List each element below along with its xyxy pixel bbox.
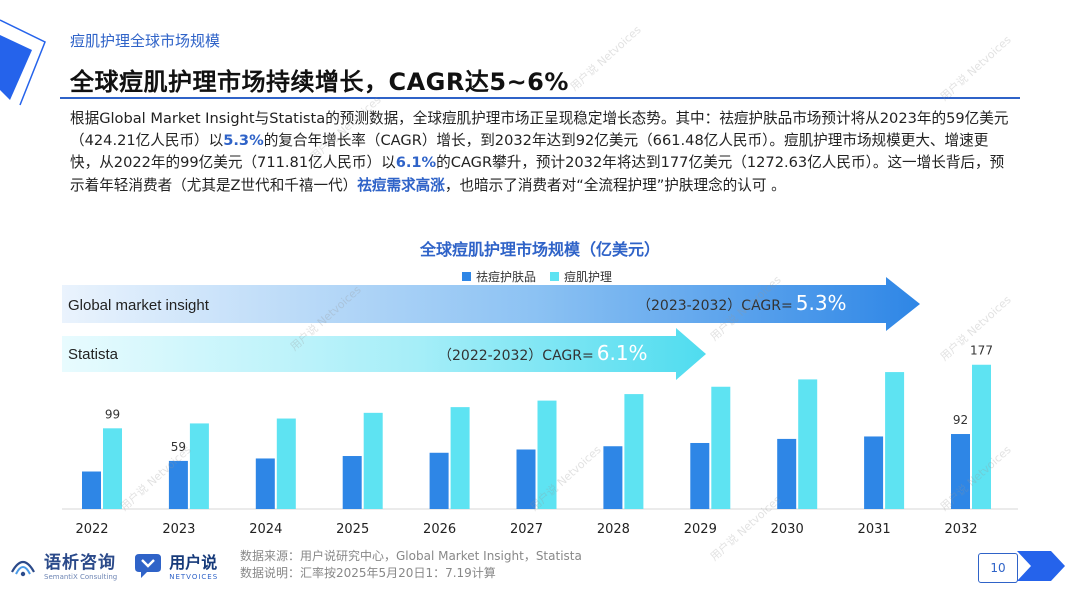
legend-swatch-b: [550, 272, 560, 281]
bar-acne-skincare-2026: [429, 452, 449, 509]
legend-item-b: 痘肌护理: [550, 268, 612, 285]
intro-text-4: ，也暗示了消费者对“全流程护理”护肤理念的认可 。: [444, 176, 786, 194]
gmi-arrow: [62, 277, 920, 331]
bar-acne-care-2023: [189, 423, 209, 509]
bar-acne-care-2024: [276, 418, 296, 509]
bar-acne-care-2026: [450, 407, 470, 509]
statista-cagr-prefix: （2022-2032）CAGR=: [438, 348, 594, 364]
source-line-2: 数据说明：汇率按2025年5月20日1：7.19计算: [240, 566, 496, 580]
netvoices-logo-name: 用户说: [169, 552, 218, 572]
footer-logos: 语析咨询 SemantiX Consulting 用户说 NETVOICES: [8, 548, 218, 581]
bar-acne-care-2030: [798, 379, 818, 509]
page-number: 10: [978, 553, 1018, 583]
intro-highlight-3: 祛痘需求高涨: [357, 176, 445, 194]
statista-arrow: [62, 328, 706, 380]
x-tick-label-2025: 2025: [336, 522, 369, 537]
chart-legend: 祛痘护肤品 痘肌护理: [462, 268, 612, 285]
x-tick-label-2024: 2024: [249, 522, 282, 537]
bar-acne-care-2032: [972, 364, 991, 509]
bar-acne-care-2027: [537, 400, 557, 509]
netvoices-logo-icon: [135, 553, 162, 578]
x-tick-label-2026: 2026: [423, 522, 456, 537]
bar-acne-skincare-2024: [255, 458, 275, 509]
x-tick-label-2028: 2028: [597, 522, 630, 537]
page-number-decoration: [1017, 551, 1065, 581]
semantix-logo: 语析咨询 SemantiX Consulting: [8, 548, 117, 581]
bar-acne-skincare-2027: [516, 449, 536, 509]
chart-title: 全球痘肌护理市场规模（亿美元）: [419, 240, 660, 259]
source-line-1: 数据来源：用户说研究中心，Global Market Insight，Stati…: [240, 549, 582, 563]
bar-acne-skincare-2032: [951, 434, 970, 509]
x-tick-label-2023: 2023: [162, 522, 195, 537]
bar-acne-skincare-2030: [777, 438, 797, 509]
x-tick-label-2022: 2022: [75, 522, 108, 537]
gmi-arrow-label: Global market insight: [68, 297, 210, 314]
statista-arrow-label: Statista: [68, 346, 119, 363]
legend-label-a: 祛痘护肤品: [476, 270, 537, 284]
semantix-logo-sub: SemantiX Consulting: [44, 573, 118, 581]
intro-highlight-1: 5.3%: [223, 132, 264, 150]
intro-highlight-2: 6.1%: [395, 154, 437, 172]
bar-group: 99 2022 59 2023 2024 2025 2026 2027 2028 2029 2030…: [75, 344, 993, 537]
x-tick-label-2029: 2029: [684, 522, 717, 537]
legend-label-b: 痘肌护理: [564, 270, 613, 284]
gmi-cagr-prefix: （2023-2032）CAGR=: [637, 298, 793, 314]
statista-cagr-value: 6.1%: [597, 341, 648, 365]
data-label-2023-a: 59: [171, 440, 186, 454]
x-tick-label-2032: 2032: [944, 522, 977, 537]
bar-acne-skincare-2023: [168, 460, 188, 509]
legend-item-a: 祛痘护肤品: [462, 268, 536, 285]
bar-acne-skincare-2028: [603, 446, 623, 509]
legend-swatch-a: [462, 272, 471, 281]
x-tick-label-2030: 2030: [771, 522, 804, 537]
data-label-2032-b: 177: [970, 344, 993, 358]
bar-acne-skincare-2022: [82, 471, 101, 509]
bar-acne-care-2031: [885, 372, 905, 509]
semantix-logo-icon: [11, 560, 35, 576]
gmi-cagr-text: （2023-2032）CAGR= 5.3%: [637, 291, 847, 315]
section-label: 痘肌护理全球市场规模: [70, 32, 221, 50]
intro-text-2: 的复合年增长率（CAGR）增长，到2032年达到92亿美元（661.48亿人民币…: [70, 132, 989, 172]
x-tick-label-2031: 2031: [858, 522, 891, 537]
semantix-logo-name: 语析咨询: [44, 553, 116, 573]
bar-acne-skincare-2029: [690, 442, 710, 509]
intro-paragraph: 根据Global Market Insight与Statista的预测数据，全球…: [70, 108, 1015, 197]
x-tick-label-2027: 2027: [510, 522, 543, 537]
intro-text-1: 根据Global Market Insight与Statista的预测数据，全球…: [70, 110, 1009, 150]
data-label-2032-a: 92: [953, 413, 968, 427]
data-source-note: 数据来源：用户说研究中心，Global Market Insight，Stati…: [240, 548, 582, 582]
intro-text-3: 的CAGR攀升，预计2032年将达到177亿美元（1272.63亿人民币）。这一…: [70, 154, 1005, 194]
statista-cagr-text: （2022-2032）CAGR= 6.1%: [438, 341, 648, 365]
bar-acne-skincare-2025: [342, 456, 362, 509]
data-label-2022-b: 99: [105, 407, 120, 421]
bar-acne-care-2029: [711, 386, 731, 509]
gmi-cagr-value: 5.3%: [796, 291, 847, 315]
netvoices-logo: 用户说 NETVOICES: [133, 549, 218, 581]
bar-acne-care-2028: [624, 394, 644, 509]
bar-acne-skincare-2031: [864, 436, 884, 509]
bar-acne-care-2022: [103, 428, 122, 509]
bar-acne-care-2025: [363, 412, 383, 509]
title-divider: [60, 97, 1020, 99]
page-title: 全球痘肌护理市场持续增长，CAGR达5~6%: [70, 68, 569, 96]
netvoices-logo-sub: NETVOICES: [169, 572, 219, 581]
corner-decoration: [0, 19, 46, 106]
